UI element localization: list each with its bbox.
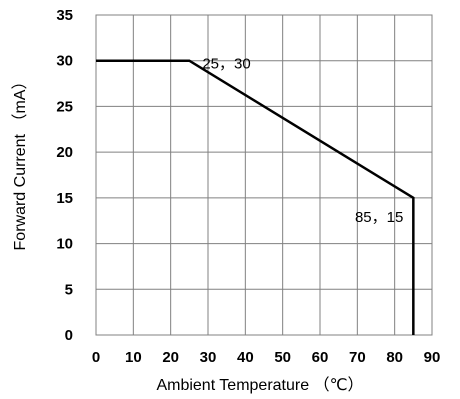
y-tick-label: 30 [56,53,73,70]
y-tick-label: 15 [56,190,73,207]
x-tick-label: 70 [349,349,366,366]
x-tick-label: 40 [237,349,254,366]
x-tick-label: 50 [274,349,291,366]
x-tick-label: 10 [125,349,142,366]
annotation-label: 85，15 [355,209,403,226]
x-tick-label: 60 [312,349,329,366]
x-tick-labels: 0 10 20 30 40 50 60 70 80 90 [92,349,441,366]
x-tick-label: 80 [386,349,403,366]
y-axis-label: Forward Current （mA） [11,74,29,251]
y-tick-labels: 0 5 10 15 20 25 30 35 [56,7,73,344]
plot-frame [95,14,433,336]
x-tick-label: 20 [162,349,179,366]
series-group [96,59,415,335]
x-tick-label: 30 [200,349,217,366]
x-tick-label: 0 [92,349,100,366]
plot-area [95,14,433,336]
series-line [96,59,415,335]
y-tick-label: 25 [56,98,73,115]
y-tick-label: 5 [65,281,73,298]
y-tick-label: 10 [56,236,73,253]
x-tick-label: 90 [424,349,441,366]
y-tick-label: 35 [56,7,73,24]
annotation-group: 25，30 85，15 [202,56,403,226]
y-tick-label: 0 [65,327,73,344]
x-axis-label: Ambient Temperature （℃） [156,376,363,394]
annotation-label: 25，30 [202,56,250,73]
y-tick-label: 20 [56,144,73,161]
